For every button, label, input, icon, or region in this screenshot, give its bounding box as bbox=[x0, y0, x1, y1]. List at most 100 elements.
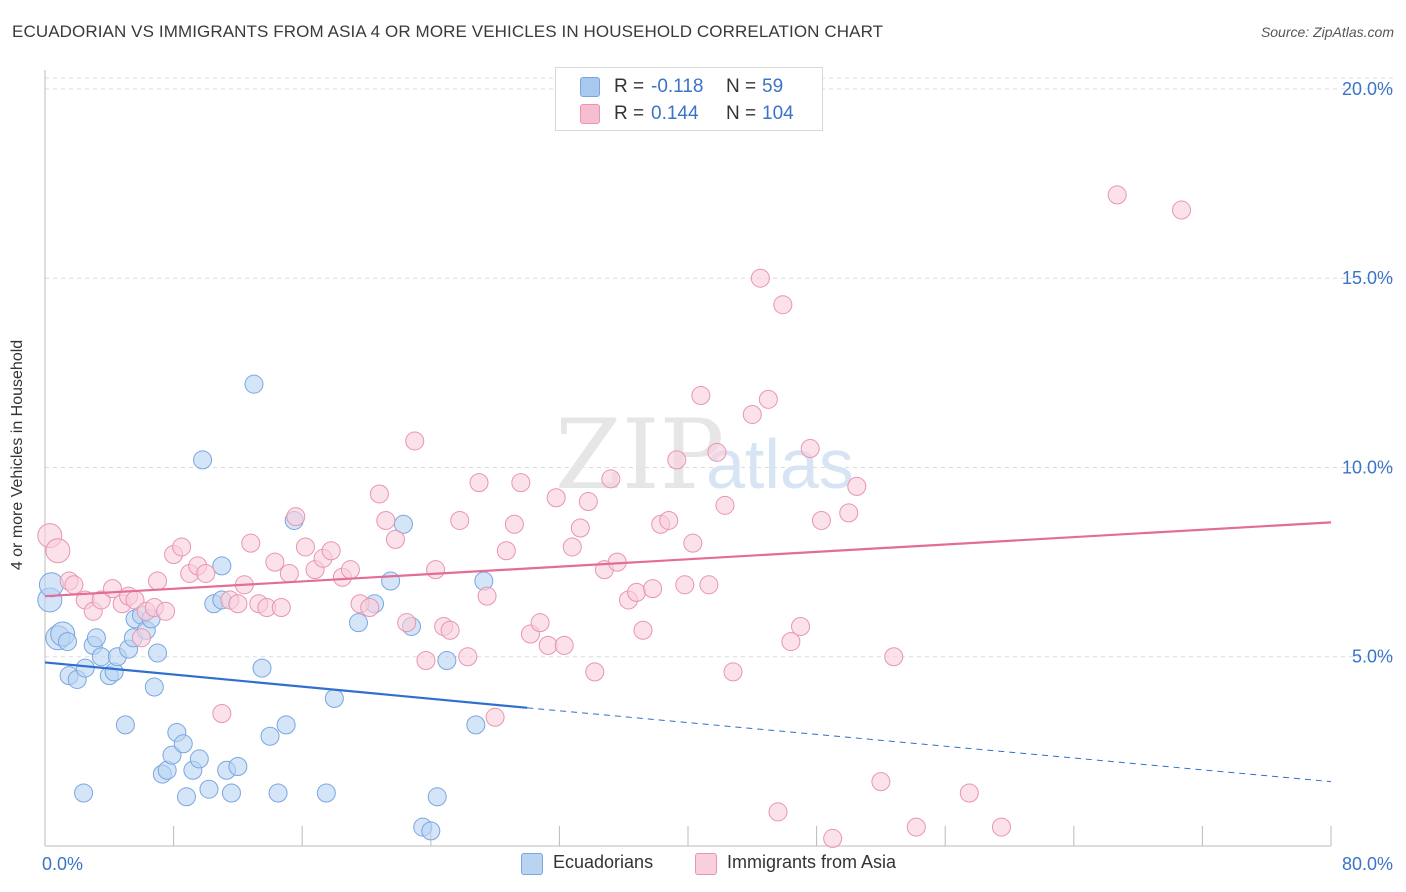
data-point bbox=[496, 541, 516, 561]
data-point bbox=[437, 651, 457, 671]
data-point bbox=[144, 677, 164, 697]
data-point bbox=[376, 510, 396, 530]
data-point bbox=[316, 783, 336, 803]
data-point bbox=[427, 787, 447, 807]
r-label: R = bbox=[614, 103, 645, 124]
legend-stats-row-ecuadorians: R = -0.118 N = 59 bbox=[556, 74, 822, 100]
trend-line bbox=[44, 661, 528, 709]
data-point bbox=[91, 590, 111, 610]
data-point bbox=[172, 537, 192, 557]
data-point bbox=[58, 632, 78, 652]
axes bbox=[44, 70, 1332, 847]
legend-stats-row-immigrants: R = 0.144 N = 104 bbox=[556, 101, 822, 127]
data-point bbox=[530, 613, 550, 633]
legend-swatch-immigrants bbox=[580, 104, 600, 124]
tick-labels: 5.0% 10.0% 15.0% 20.0% 0.0% 80.0% bbox=[42, 79, 1393, 874]
data-point bbox=[466, 715, 486, 735]
legend-swatch-ecuadorians bbox=[521, 853, 543, 875]
y-tick-label: 20.0% bbox=[1342, 79, 1393, 99]
data-point bbox=[45, 538, 71, 564]
data-point bbox=[847, 476, 867, 496]
data-point bbox=[131, 628, 151, 648]
trend-line bbox=[44, 521, 1332, 598]
data-point bbox=[884, 647, 904, 667]
data-point bbox=[485, 707, 505, 727]
data-point bbox=[286, 507, 306, 527]
data-point bbox=[426, 560, 446, 580]
y-tick-label: 5.0% bbox=[1352, 647, 1393, 667]
data-point bbox=[469, 473, 489, 493]
legend-stats: R = -0.118 N = 59 R = 0.144 N = 104 bbox=[555, 67, 823, 131]
data-point bbox=[633, 620, 653, 640]
data-point bbox=[244, 374, 264, 394]
data-point bbox=[193, 450, 213, 470]
data-point bbox=[156, 601, 176, 621]
data-point bbox=[440, 620, 460, 640]
data-point bbox=[691, 386, 711, 406]
data-point bbox=[811, 510, 831, 530]
data-point bbox=[148, 643, 168, 663]
data-point bbox=[562, 537, 582, 557]
r-value: -0.118 bbox=[651, 76, 704, 97]
data-point bbox=[758, 389, 778, 409]
data-point bbox=[458, 647, 478, 667]
data-point bbox=[252, 658, 272, 678]
data-point bbox=[659, 510, 679, 530]
data-point bbox=[212, 704, 232, 724]
data-point bbox=[511, 473, 531, 493]
data-point bbox=[781, 632, 801, 652]
data-point bbox=[228, 757, 248, 777]
data-point bbox=[340, 560, 360, 580]
data-point bbox=[1172, 200, 1192, 220]
data-point bbox=[585, 662, 605, 682]
data-point bbox=[260, 726, 280, 746]
data-point bbox=[601, 469, 621, 489]
data-point bbox=[538, 635, 558, 655]
data-point bbox=[86, 628, 106, 648]
data-point bbox=[1107, 185, 1127, 205]
grid-lines bbox=[45, 77, 1393, 658]
watermark: ZIP atlas bbox=[555, 399, 854, 511]
trend-lines bbox=[44, 521, 1332, 783]
data-point bbox=[265, 552, 285, 572]
data-point bbox=[906, 817, 926, 837]
data-point bbox=[173, 734, 193, 754]
data-point bbox=[64, 575, 84, 595]
data-point bbox=[189, 749, 209, 769]
x-tick-label: 0.0% bbox=[42, 854, 83, 874]
data-point bbox=[477, 586, 497, 606]
data-point bbox=[75, 658, 95, 678]
data-point bbox=[369, 484, 389, 504]
legend-series: Ecuadorians Immigrants from Asia bbox=[0, 852, 1406, 878]
data-point bbox=[321, 541, 341, 561]
data-point bbox=[228, 594, 248, 614]
data-point bbox=[683, 533, 703, 553]
n-label: N = bbox=[726, 103, 757, 124]
legend-label: Ecuadorians bbox=[553, 852, 654, 872]
data-point bbox=[554, 635, 574, 655]
data-point bbox=[91, 647, 111, 667]
data-point bbox=[742, 404, 762, 424]
x-tick-label: 80.0% bbox=[1342, 854, 1393, 874]
n-value: 59 bbox=[762, 76, 784, 97]
data-point bbox=[839, 503, 859, 523]
data-point bbox=[74, 783, 94, 803]
data-point bbox=[196, 563, 216, 583]
data-point bbox=[416, 651, 436, 671]
data-point bbox=[667, 450, 687, 470]
data-point bbox=[715, 495, 735, 515]
data-point bbox=[791, 616, 811, 636]
data-point bbox=[723, 662, 743, 682]
data-point bbox=[176, 787, 196, 807]
data-point bbox=[324, 688, 344, 708]
y-axis-label: 4 or more Vehicles in Household bbox=[9, 339, 26, 571]
data-point bbox=[212, 556, 232, 576]
data-point bbox=[115, 715, 135, 735]
data-point bbox=[241, 533, 261, 553]
data-point bbox=[148, 571, 168, 591]
data-point bbox=[504, 514, 524, 534]
data-point bbox=[991, 817, 1011, 837]
watermark-atlas: atlas bbox=[706, 425, 854, 503]
data-point bbox=[381, 571, 401, 591]
